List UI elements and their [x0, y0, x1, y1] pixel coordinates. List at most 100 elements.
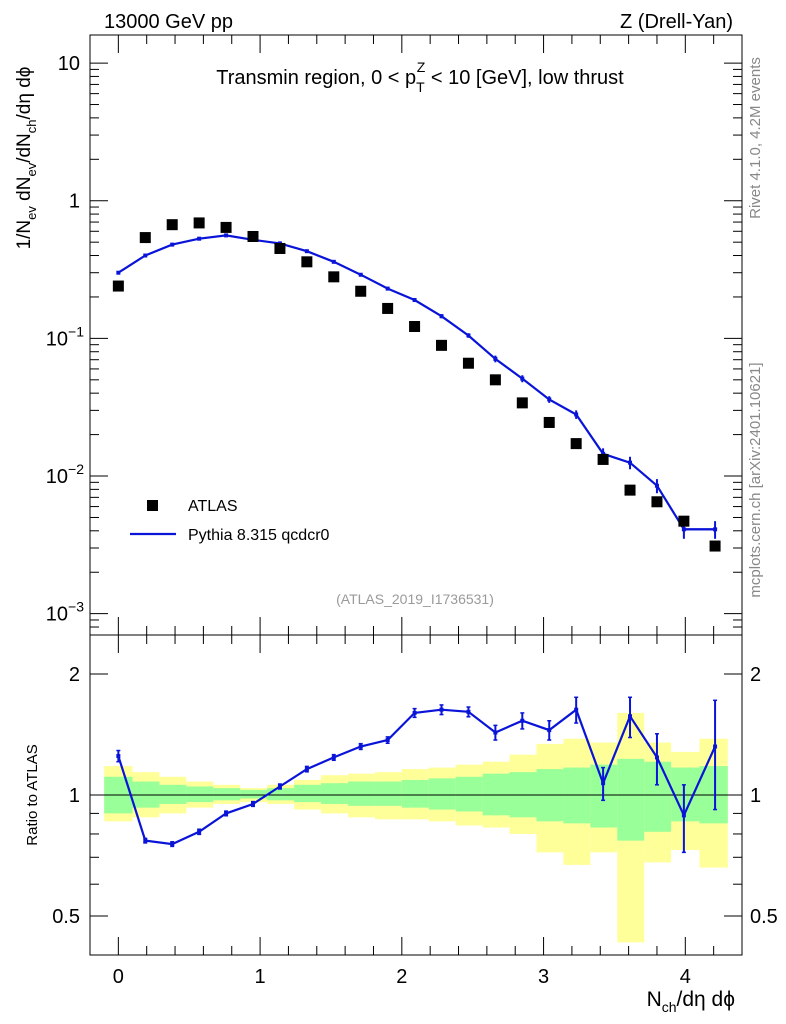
ratio-band-inner	[428, 778, 456, 810]
ratio-ytick-label: 2	[69, 664, 80, 686]
ratio-band-inner	[267, 788, 295, 801]
mc-point-main	[628, 460, 633, 465]
mc-point-main	[493, 356, 498, 361]
ratio-band-inner	[240, 789, 268, 799]
atlas-point	[139, 232, 151, 244]
atlas-point	[301, 256, 313, 268]
main-panel: 10−3 10−2 10−1 1 10 Transmin region, 0 < pTZ…	[14, 34, 743, 636]
mc-point-ratio	[224, 811, 229, 816]
atlas-point	[543, 416, 555, 428]
atlas-point	[382, 302, 394, 314]
ratio-xtick-label: 0	[113, 966, 124, 988]
mc-point-ratio	[628, 714, 633, 719]
atlas-point	[409, 321, 421, 333]
plot-title: Transmin region, 0 < pTZ < 10 [GeV], low…	[216, 59, 624, 95]
main-ytick-label: 10	[58, 53, 80, 75]
main-ytick-label: 10−3	[46, 599, 84, 626]
atlas-point	[624, 484, 636, 496]
mc-point-ratio	[304, 767, 309, 772]
mc-point-ratio	[681, 813, 686, 818]
mc-point-main	[304, 249, 309, 254]
ratio-marks	[116, 696, 718, 854]
ratio-ytick-label-right: 1	[750, 785, 761, 807]
atlas-point	[651, 496, 663, 508]
mc-point-ratio	[143, 838, 148, 843]
x-axis-title: Nch/dη dϕ	[647, 988, 735, 1015]
ratio-ytick-label-right: 2	[750, 664, 761, 686]
header-left: 13000 GeV pp	[104, 11, 233, 33]
mc-point-ratio	[574, 707, 579, 712]
ratio-band-inner	[159, 784, 187, 804]
mc-point-ratio	[385, 738, 390, 743]
ratio-band-inner	[321, 783, 348, 804]
mc-point-main	[520, 376, 525, 381]
main-marks	[112, 217, 721, 552]
mc-point-ratio	[197, 829, 202, 834]
ratio-band-inner	[455, 776, 483, 812]
mc-point-main	[331, 259, 336, 264]
atlas-point	[274, 242, 286, 254]
mc-point-ratio	[466, 709, 471, 714]
mc-point-ratio	[358, 744, 363, 749]
ratio-band-inner	[374, 781, 402, 806]
ratio-xtick-label: 4	[680, 966, 691, 988]
rivet-label: Rivet 4.1.0, 4.2M events	[747, 57, 764, 219]
ratio-bands	[90, 712, 742, 943]
mc-point-main	[385, 286, 390, 291]
ratio-band-inner	[294, 784, 322, 803]
ratio-ytick-label: 0.5	[52, 906, 80, 928]
mc-point-ratio	[277, 784, 282, 789]
ratio-xtick-label: 1	[255, 966, 266, 988]
ratio-panel: 0.5 0.5 1 1 2 2 0 1 2 3 4 Ratio to ATLAS Nch/dη dϕ	[24, 634, 778, 1015]
atlas-point	[462, 357, 474, 369]
atlas-point	[516, 397, 528, 409]
mc-point-ratio	[601, 781, 606, 786]
mc-point-ratio	[713, 744, 718, 749]
reference-label: (ATLAS_2019_I1736531)	[336, 591, 494, 607]
ratio-ytick-label: 1	[69, 785, 80, 807]
mc-point-ratio	[493, 730, 498, 735]
ratio-band-inner	[617, 758, 645, 841]
mc-point-ratio	[520, 718, 525, 723]
mc-point-ratio	[547, 728, 552, 733]
mc-point-main	[654, 483, 659, 488]
ratio-band-inner	[186, 786, 214, 803]
mc-point-main	[224, 233, 229, 238]
mc-point-ratio	[116, 754, 121, 759]
atlas-point	[112, 280, 124, 292]
atlas-point	[193, 217, 205, 229]
atlas-point	[570, 438, 582, 450]
mcplots-label: mcplots.cern.ch [arXiv:2401.10621]	[747, 362, 764, 597]
ratio-xtick-label: 2	[396, 966, 407, 988]
ratio-band-inner	[213, 788, 241, 801]
ratio-axes: 0.5 0.5 1 1 2 2 0 1 2 3 4	[52, 635, 778, 988]
legend: ATLAS Pythia 8.315 qcdcr0	[130, 498, 330, 544]
atlas-point	[436, 339, 448, 351]
mc-point-main	[143, 253, 148, 258]
mc-point-main	[358, 272, 363, 277]
main-ylabel: 1/Nev dNev/dNch/dη dϕ	[14, 67, 39, 250]
atlas-point	[489, 374, 501, 386]
mc-point-ratio	[331, 755, 336, 760]
mc-point-main	[439, 314, 444, 319]
mc-point-ratio	[251, 801, 255, 806]
legend-marker-atlas	[147, 500, 158, 511]
legend-label-atlas: ATLAS	[188, 498, 238, 515]
main-ytick-label: 10−1	[46, 323, 84, 350]
ratio-ylabel: Ratio to ATLAS	[24, 744, 41, 845]
mc-point-ratio	[170, 842, 175, 847]
ratio-band-inner	[401, 779, 429, 808]
atlas-point	[678, 515, 690, 527]
main-frame	[89, 34, 743, 636]
mc-point-main	[412, 298, 417, 303]
ratio-ytick-label-right: 0.5	[750, 906, 778, 928]
mc-point-main	[197, 236, 202, 241]
header-right: Z (Drell-Yan)	[620, 11, 733, 33]
mc-point-ratio	[654, 755, 659, 760]
mc-point-ratio	[439, 707, 444, 712]
atlas-point	[166, 219, 178, 231]
mc-point-main	[170, 242, 175, 247]
atlas-point	[328, 271, 340, 283]
ratio-xtick-label: 3	[538, 966, 549, 988]
